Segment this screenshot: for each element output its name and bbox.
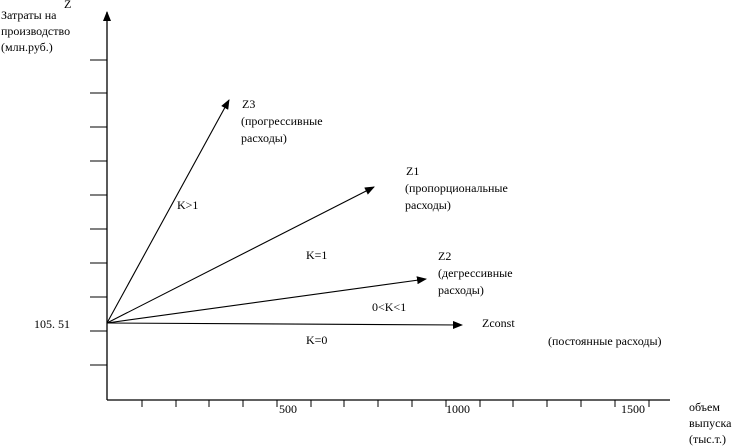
x-axis-title-line3: (тыс.т.) [689, 432, 726, 446]
y-intercept-label: 105. 51 [34, 317, 70, 331]
z1-desc-line2: расходы) [405, 198, 451, 212]
y-ticks [90, 59, 107, 366]
z3-desc-line2: расходы) [241, 131, 287, 145]
z1-desc-line1: (пропорциональные [405, 181, 508, 195]
y-axis-title-line3: (млн.руб.) [1, 40, 53, 54]
line-z1 [106, 186, 375, 324]
x-axis-title-line1: объем [689, 400, 720, 414]
x-tick-label-1000: 1000 [446, 402, 470, 416]
z2-desc-line1: (дегрессивные [438, 266, 513, 280]
z2-k-label: 0<K<1 [372, 300, 407, 314]
z3-k-label: K>1 [177, 198, 199, 212]
z2-desc-line2: расходы) [438, 283, 484, 297]
z2-name: Z2 [438, 249, 452, 263]
z1-k-label: K=1 [306, 248, 328, 262]
y-axis-letter: Z [64, 0, 72, 11]
y-axis-title-line1: Затраты на [1, 8, 57, 22]
line-z2 [106, 276, 427, 324]
zconst-name: Zconst [482, 316, 515, 330]
x-tick-label-1500: 1500 [621, 402, 645, 416]
x-tick-label-500: 500 [279, 402, 297, 416]
z3-name: Z3 [242, 97, 256, 111]
y-axis-title-line2: производство [1, 24, 71, 38]
zconst-desc: (постоянные расходы) [548, 334, 662, 348]
x-axis-title-line2: выпуска [689, 416, 732, 430]
line-z3 [106, 99, 230, 324]
x-ticks [141, 400, 650, 407]
line-zconst [106, 320, 463, 329]
z3-desc-line1: (прогрессивные [241, 114, 323, 128]
zconst-k-label: K=0 [306, 333, 328, 347]
z1-name: Z1 [406, 164, 420, 178]
